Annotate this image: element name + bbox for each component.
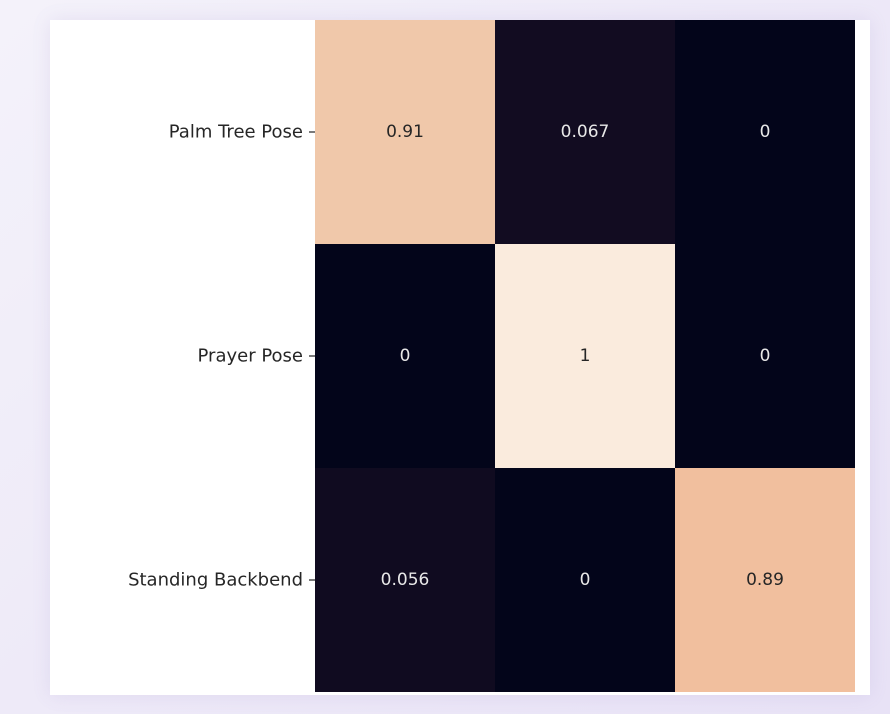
cell-value-label: 0.91: [386, 122, 424, 142]
y-tick-label: Standing Backbend: [128, 570, 303, 591]
cell-value-label: 0.067: [561, 122, 610, 142]
y-tick-label: Prayer Pose: [198, 346, 304, 367]
cell-value-label: 1: [580, 346, 591, 366]
heatmap-cell: [495, 468, 675, 692]
heatmap-cell: [495, 20, 675, 244]
heatmap-cell: [315, 468, 495, 692]
y-axis-ticks: Palm Tree Pose Prayer Pose Standing Backbe…: [128, 122, 315, 591]
cell-value-label: 0: [580, 570, 591, 590]
heatmap-cell: [315, 244, 495, 468]
cell-value-label: 0: [760, 122, 771, 142]
heatmap-cells: [315, 20, 855, 692]
confusion-matrix-heatmap: 0.91 0.067 0 0 1 0 0.056 0 0.89 Palm Tree Pose Pr…: [128, 20, 855, 692]
heatmap-cell: [675, 20, 855, 244]
heatmap-cell: [675, 244, 855, 468]
heatmap-cell: [315, 20, 495, 244]
y-tick-label: Palm Tree Pose: [169, 122, 303, 143]
cell-value-label: 0.056: [381, 570, 430, 590]
heatmap-cell: [675, 468, 855, 692]
figure-area: 0.91 0.067 0 0 1 0 0.056 0 0.89 Palm Tree Pose Pr…: [50, 20, 870, 695]
heatmap-cell: [495, 244, 675, 468]
cell-value-label: 0: [400, 346, 411, 366]
cell-value-label: 0: [760, 346, 771, 366]
heatmap-cell-labels: 0.91 0.067 0 0 1 0 0.056 0 0.89: [381, 122, 784, 590]
cell-value-label: 0.89: [746, 570, 784, 590]
